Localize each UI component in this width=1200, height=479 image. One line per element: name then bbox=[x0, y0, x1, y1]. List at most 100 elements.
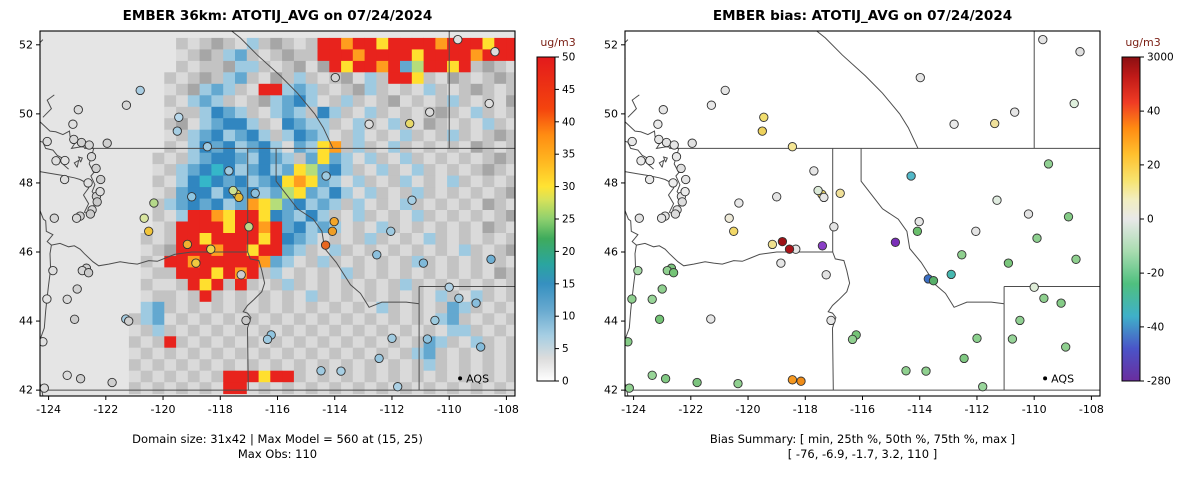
raster-cell bbox=[494, 164, 507, 176]
raster-cell bbox=[305, 83, 318, 96]
obs-point bbox=[653, 119, 663, 129]
raster-cell bbox=[494, 129, 507, 142]
bias-caption-line1: Bias Summary: [ min, 25th %, 50th %, 75t… bbox=[709, 432, 1016, 446]
raster-cell bbox=[293, 233, 307, 245]
obs-point bbox=[912, 226, 923, 236]
raster-cell bbox=[364, 152, 377, 165]
raster-cell bbox=[435, 313, 448, 326]
raster-cell bbox=[388, 278, 401, 291]
obs-point bbox=[490, 47, 500, 57]
raster-cell bbox=[176, 233, 189, 245]
raster-cell bbox=[258, 60, 271, 73]
map-border-line bbox=[636, 242, 833, 267]
raster-cell bbox=[187, 359, 200, 372]
obs-point bbox=[1023, 209, 1034, 219]
x-tick-label: -112 bbox=[379, 403, 404, 416]
raster-cell bbox=[317, 382, 330, 395]
raster-cell bbox=[199, 129, 212, 142]
raster-cell bbox=[494, 106, 507, 119]
raster-cell bbox=[305, 60, 318, 73]
raster-cell bbox=[317, 347, 330, 360]
obs-point bbox=[48, 265, 58, 276]
y-tick-label: 44 bbox=[604, 315, 618, 328]
aqs-legend-dot bbox=[458, 376, 463, 381]
raster-cell bbox=[270, 290, 283, 303]
raster-cell bbox=[458, 141, 472, 154]
model-colorbar-ticks: 0 5 10 15 20 25 30 35 40 45 50 bbox=[555, 52, 575, 388]
raster-cell bbox=[235, 359, 248, 372]
raster-cell bbox=[364, 164, 377, 176]
raster-cell bbox=[223, 221, 236, 234]
obs-point bbox=[627, 136, 637, 147]
raster-cell bbox=[176, 336, 189, 349]
raster-cell bbox=[152, 370, 165, 383]
raster-cell bbox=[364, 175, 377, 188]
map-border-line bbox=[40, 121, 94, 150]
raster-cell bbox=[400, 313, 413, 326]
raster-cell bbox=[435, 118, 448, 131]
raster-cell bbox=[317, 129, 330, 142]
x-tick-label: -116 bbox=[850, 403, 875, 416]
raster-cell bbox=[400, 347, 413, 360]
raster-cell bbox=[364, 95, 377, 108]
raster-cell bbox=[482, 313, 495, 326]
raster-cell bbox=[282, 370, 295, 383]
raster-cell bbox=[128, 324, 142, 337]
raster-cell bbox=[187, 382, 200, 395]
raster-cell bbox=[341, 324, 354, 337]
raster-cell bbox=[482, 152, 495, 165]
raster-cell bbox=[506, 324, 515, 337]
raster-cell bbox=[152, 152, 165, 165]
raster-cell bbox=[282, 290, 295, 303]
raster-cell bbox=[305, 118, 318, 131]
obs-point bbox=[407, 195, 417, 205]
raster-cell bbox=[152, 198, 165, 211]
raster-cell bbox=[187, 336, 200, 349]
y-tick-label: 52 bbox=[604, 38, 618, 51]
map-border-line bbox=[662, 156, 668, 163]
raster-cell bbox=[494, 49, 507, 62]
raster-cell bbox=[447, 359, 460, 372]
raster-cell bbox=[411, 255, 424, 268]
raster-cell bbox=[447, 301, 460, 314]
raster-cell bbox=[270, 267, 283, 280]
raster-cell bbox=[223, 72, 236, 85]
raster-cell bbox=[329, 290, 342, 303]
raster-cell bbox=[388, 152, 401, 165]
obs-point bbox=[418, 258, 429, 268]
raster-cell bbox=[305, 164, 318, 176]
raster-cell bbox=[400, 370, 413, 383]
raster-cell bbox=[176, 60, 189, 73]
raster-cell bbox=[435, 72, 448, 85]
obs-point bbox=[96, 174, 106, 185]
raster-cell bbox=[199, 370, 212, 383]
raster-cell bbox=[329, 267, 342, 280]
colorbar-tick-label: 3000 bbox=[1147, 52, 1174, 64]
raster-cell bbox=[187, 118, 200, 131]
map-border-line bbox=[42, 94, 55, 118]
raster-cell bbox=[329, 336, 342, 349]
raster-cell bbox=[435, 324, 448, 337]
raster-cell bbox=[364, 83, 377, 96]
raster-cell bbox=[458, 301, 472, 314]
raster-cell bbox=[176, 106, 189, 119]
raster-cell bbox=[400, 255, 413, 268]
x-tick-label: -120 bbox=[151, 403, 176, 416]
raster-cell bbox=[376, 336, 389, 349]
raster-cell bbox=[329, 152, 342, 165]
raster-cell bbox=[388, 37, 401, 50]
raster-cell bbox=[187, 72, 200, 85]
x-tick-label: -120 bbox=[736, 403, 761, 416]
raster-cell bbox=[164, 382, 177, 395]
raster-cell bbox=[423, 198, 436, 211]
raster-cell bbox=[341, 290, 354, 303]
raster-cell bbox=[293, 336, 307, 349]
raster-cell bbox=[223, 267, 236, 280]
raster-cell bbox=[506, 233, 515, 245]
obs-point bbox=[262, 334, 273, 345]
map-border-line bbox=[231, 31, 334, 149]
raster-cell bbox=[435, 49, 448, 62]
raster-cell bbox=[317, 267, 330, 280]
raster-cell bbox=[411, 370, 424, 383]
raster-cell bbox=[506, 106, 515, 119]
